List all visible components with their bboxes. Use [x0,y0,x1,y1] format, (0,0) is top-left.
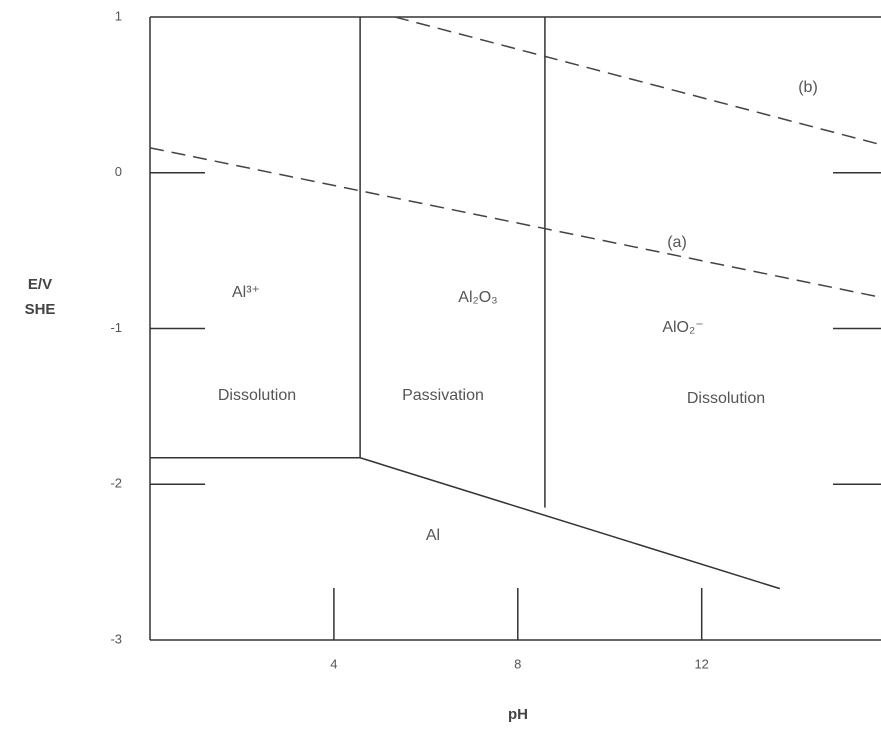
x-axis-label: pH [508,706,528,723]
y-tick-label: -3 [110,631,122,646]
y-tick-label: -1 [110,320,122,335]
y-tick-label: -2 [110,476,122,491]
x-tick-label: 12 [694,656,708,671]
line-label: (b) [798,79,818,96]
region-label: Dissolution [687,390,765,407]
y-axis-label: E/V [28,276,52,293]
boundary-line [360,458,780,589]
y-axis-label: SHE [25,301,56,318]
line-label: (a) [667,234,687,251]
region-label: Al³⁺ [232,284,260,301]
region-label: AlO₂⁻ [662,319,703,336]
region-label: Al [426,527,440,544]
x-tick-label: 8 [514,656,521,671]
x-tick-label: 4 [330,656,337,671]
y-tick-label: 1 [115,8,122,23]
y-tick-label: 0 [115,164,122,179]
region-label: Al₂O₃ [458,289,497,306]
water-line [150,148,881,298]
region-label: Dissolution [218,387,296,404]
chart: E/V SHE pH 1 0 -1 -2 -3 4 8 12 (a) (b) Al³⁺ Al₂O₃ Al… [0,0,881,731]
region-label: Passivation [402,387,484,404]
